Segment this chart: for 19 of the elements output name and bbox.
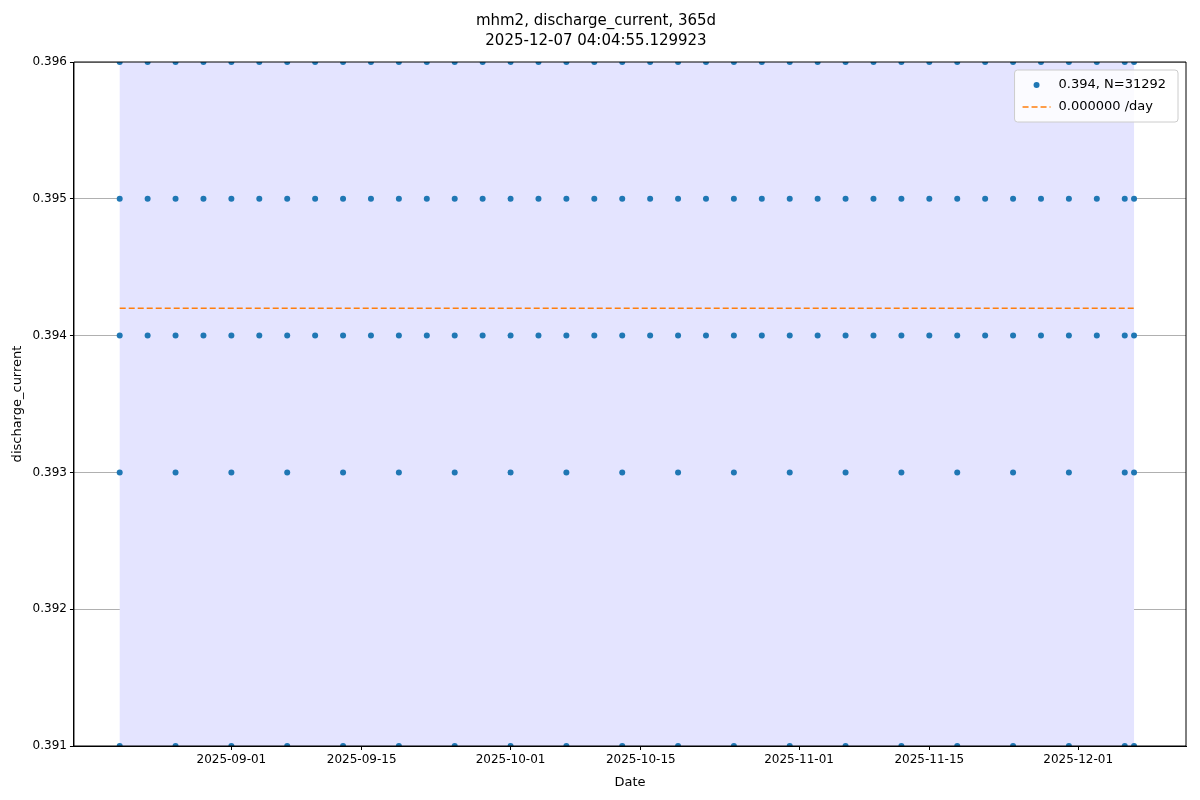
x-tick-label: 2025-11-15 <box>894 752 965 767</box>
y-tick-label: 0.391 <box>32 738 67 753</box>
y-tick-label: 0.395 <box>32 190 67 205</box>
x-tick-label: 2025-11-01 <box>764 752 834 767</box>
chart-subtitle: 2025-12-07 04:04:55.129923 <box>485 30 707 49</box>
x-tick-label: 2025-12-01 <box>1043 752 1114 767</box>
x-tick-label: 2025-10-15 <box>605 752 676 767</box>
x-axis-title: Date <box>614 773 646 789</box>
x-tick-label: 2025-10-01 <box>475 752 546 767</box>
y-tick-label: 0.396 <box>32 54 67 69</box>
legend-label: 0.000000 /day <box>1058 98 1154 114</box>
y-tick-label: 0.393 <box>32 464 67 479</box>
legend-label: 0.394, N=31292 <box>1058 76 1166 92</box>
y-tick-label: 0.394 <box>32 327 67 342</box>
x-tick-label: 2025-09-15 <box>326 752 397 767</box>
y-tick-label: 0.392 <box>32 601 67 616</box>
y-axis-title: discharge_current <box>9 345 25 463</box>
x-tick-label: 2025-09-01 <box>196 752 267 767</box>
chart-title: mhm2, discharge_current, 365d <box>475 10 717 30</box>
